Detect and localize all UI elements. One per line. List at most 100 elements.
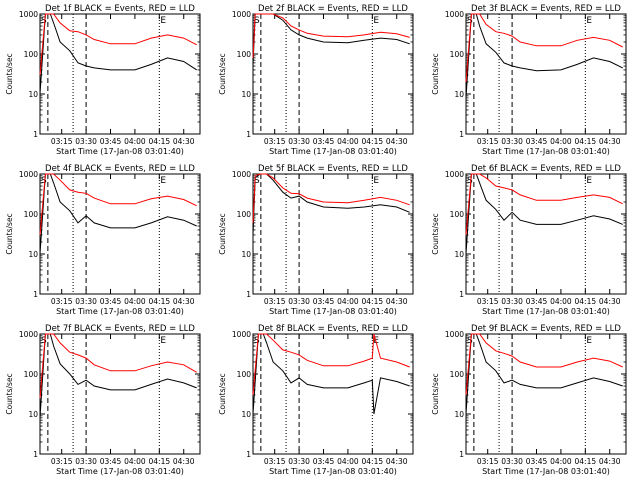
x-axis-label: Start Time (17-Jan-08 03:01:40)	[269, 147, 397, 156]
x-axis-label: Start Time (17-Jan-08 03:01:40)	[56, 467, 184, 476]
detector-panel-7: Det 7f BLACK = Events, RED = LLD 1 10 100 10…	[5, 324, 201, 476]
x-tick-label: 04:30	[386, 137, 408, 146]
events-series-line	[465, 173, 623, 255]
y-tick-label: 100	[237, 210, 252, 219]
marker-e: E	[373, 16, 379, 26]
x-tick-label: 04:30	[173, 297, 195, 306]
x-tick-label: 03:45	[100, 137, 122, 146]
panel-title: Det 2f BLACK = Events, RED = LLD	[258, 4, 408, 14]
x-tick-label: 03:30	[288, 137, 310, 146]
panel-title: Det 7f BLACK = Events, RED = LLD	[45, 324, 195, 334]
y-tick-label: 10	[241, 410, 251, 419]
x-tick-label: 03:30	[288, 297, 310, 306]
marker-s: S	[467, 16, 473, 26]
x-tick-label: 04:30	[386, 457, 408, 466]
y-axis-label: Counts/sec	[218, 213, 227, 254]
x-tick-label: 03:45	[100, 297, 122, 306]
panel-title: Det 3f BLACK = Events, RED = LLD	[471, 4, 621, 14]
plot-frame	[39, 333, 201, 455]
lld-series-line	[39, 173, 197, 235]
x-tick-label: 03:45	[526, 137, 548, 146]
y-tick-label: 1000	[445, 330, 464, 339]
y-tick-label: 100	[237, 50, 252, 59]
x-tick-label: 04:00	[337, 457, 359, 466]
lld-series-line	[465, 173, 623, 235]
y-tick-label: 1	[246, 290, 251, 299]
y-axis-label: Counts/sec	[431, 373, 440, 414]
events-series-line	[465, 13, 623, 98]
panel-title: Det 8f BLACK = Events, RED = LLD	[258, 324, 408, 334]
marker-e: E	[373, 176, 379, 186]
y-tick-label: 100	[24, 50, 39, 59]
x-tick-label: 03:45	[526, 457, 548, 466]
x-tick-label: 04:15	[575, 297, 597, 306]
plot-frame	[252, 13, 414, 135]
x-tick-label: 04:15	[149, 457, 171, 466]
y-tick-label: 1	[459, 290, 464, 299]
detector-panel-8: Det 8f BLACK = Events, RED = LLD 1 10 100 10…	[218, 324, 414, 476]
y-tick-label: 10	[241, 250, 251, 259]
y-tick-label: 10	[454, 250, 464, 259]
y-tick-label: 1	[246, 450, 251, 459]
x-tick-label: 03:15	[264, 297, 286, 306]
marker-e: E	[586, 176, 592, 186]
x-tick-label: 04:15	[362, 457, 384, 466]
x-axis-label: Start Time (17-Jan-08 03:01:40)	[482, 147, 610, 156]
events-series-line	[465, 333, 623, 415]
x-axis-label: Start Time (17-Jan-08 03:01:40)	[56, 147, 184, 156]
x-axis-label: Start Time (17-Jan-08 03:01:40)	[482, 467, 610, 476]
x-tick-label: 04:00	[550, 137, 572, 146]
x-tick-label: 03:45	[526, 297, 548, 306]
y-tick-label: 100	[450, 210, 465, 219]
detector-panel-4: Det 4f BLACK = Events, RED = LLD 1 10 100 10…	[5, 164, 201, 316]
panel-title: Det 6f BLACK = Events, RED = LLD	[471, 164, 621, 174]
y-tick-label: 10	[241, 90, 251, 99]
x-tick-label: 04:15	[575, 137, 597, 146]
x-tick-label: 04:00	[124, 137, 146, 146]
x-tick-label: 03:30	[75, 297, 97, 306]
y-tick-label: 1000	[232, 330, 251, 339]
plot-frame	[465, 173, 627, 295]
x-tick-label: 03:15	[477, 297, 499, 306]
events-series-line	[252, 173, 410, 235]
marker-s: S	[41, 16, 47, 26]
y-tick-label: 1000	[19, 330, 38, 339]
marker-e: E	[160, 176, 166, 186]
detector-panel-1: Det 1f BLACK = Events, RED = LLD 1 10 100 10…	[5, 4, 201, 156]
y-tick-label: 1000	[445, 10, 464, 19]
y-tick-label: 100	[237, 370, 252, 379]
x-tick-label: 04:00	[550, 457, 572, 466]
x-axis-label: Start Time (17-Jan-08 03:01:40)	[269, 307, 397, 316]
y-tick-label: 1000	[445, 170, 464, 179]
x-tick-label: 03:15	[51, 137, 73, 146]
x-tick-label: 03:15	[51, 457, 73, 466]
x-tick-label: 04:00	[337, 137, 359, 146]
y-tick-label: 1	[459, 450, 464, 459]
x-tick-label: 03:45	[313, 457, 335, 466]
marker-e: E	[586, 16, 592, 26]
x-tick-label: 03:30	[288, 457, 310, 466]
x-tick-label: 04:30	[386, 297, 408, 306]
y-tick-label: 10	[454, 410, 464, 419]
y-tick-label: 1000	[19, 10, 38, 19]
x-tick-label: 03:45	[313, 137, 335, 146]
lld-series-line	[252, 13, 410, 58]
y-tick-label: 1000	[232, 10, 251, 19]
marker-e: E	[160, 16, 166, 26]
x-tick-label: 04:30	[173, 137, 195, 146]
marker-s: S	[41, 336, 47, 346]
y-tick-label: 1000	[19, 170, 38, 179]
marker-s: S	[467, 176, 473, 186]
y-axis-label: Counts/sec	[431, 213, 440, 254]
x-tick-label: 04:30	[599, 457, 621, 466]
marker-e: E	[160, 336, 166, 346]
x-tick-label: 03:30	[75, 457, 97, 466]
y-tick-label: 1	[33, 450, 38, 459]
y-tick-label: 100	[24, 210, 39, 219]
y-axis-label: Counts/sec	[5, 53, 14, 94]
x-tick-label: 04:30	[173, 457, 195, 466]
x-tick-label: 03:30	[501, 297, 523, 306]
x-tick-label: 03:30	[501, 457, 523, 466]
y-tick-label: 10	[28, 410, 38, 419]
marker-s: S	[254, 176, 260, 186]
